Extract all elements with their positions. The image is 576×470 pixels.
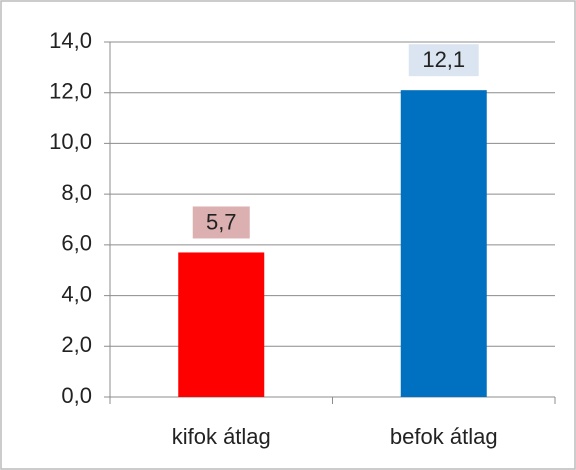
x-tick-label: kifok átlag <box>172 424 271 449</box>
data-label-box <box>408 44 479 77</box>
y-tick-label: 0,0 <box>61 383 92 408</box>
y-tick-label: 6,0 <box>61 231 92 256</box>
y-tick-label: 10,0 <box>49 129 92 154</box>
bar <box>400 90 487 397</box>
data-label: 12,1 <box>422 47 465 72</box>
bar <box>178 252 265 397</box>
y-tick-label: 8,0 <box>61 180 92 205</box>
y-tick-label: 14,0 <box>49 28 92 53</box>
y-tick-label: 2,0 <box>61 332 92 357</box>
data-label-box <box>192 206 250 239</box>
y-tick-label: 4,0 <box>61 281 92 306</box>
y-tick-label: 12,0 <box>49 79 92 104</box>
data-label: 5,7 <box>206 209 237 234</box>
x-tick-label: befok átlag <box>390 424 498 449</box>
